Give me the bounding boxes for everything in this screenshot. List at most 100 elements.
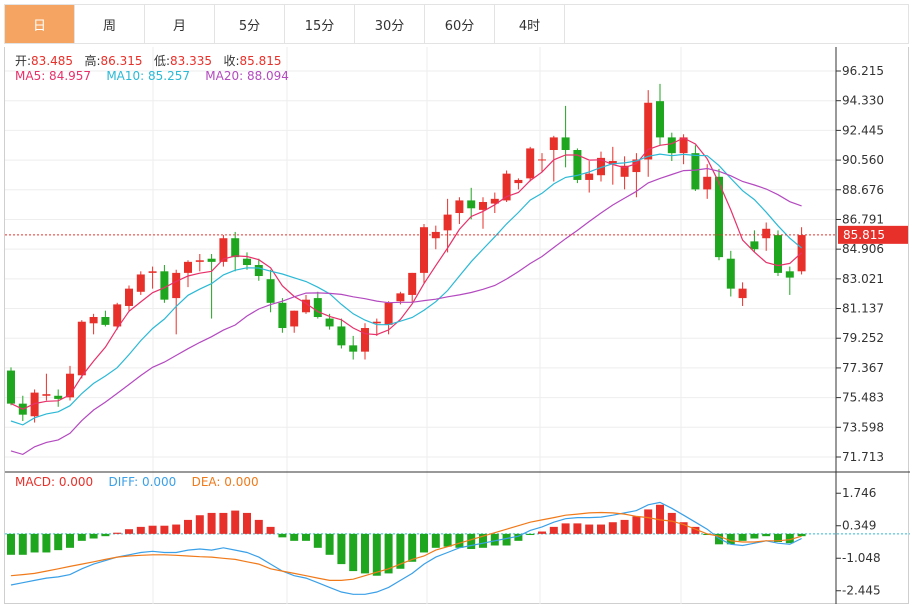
candle-body-48 xyxy=(573,150,582,180)
candle-body-45 xyxy=(538,159,546,161)
candle-body-28 xyxy=(337,326,346,346)
diff-legend-value: DIFF: 0.000 xyxy=(108,475,177,489)
candle-body-27 xyxy=(325,318,334,327)
candle-body-50 xyxy=(597,157,605,176)
macd-bar-36 xyxy=(431,533,440,548)
macd-tick-label-1: 0.349 xyxy=(842,519,876,533)
macd-bar-10 xyxy=(125,529,133,534)
macd-bar-40 xyxy=(479,533,487,548)
macd-bar-50 xyxy=(597,524,605,534)
candle-body-53 xyxy=(632,159,641,173)
candle-body-24 xyxy=(290,310,299,327)
candle-body-25 xyxy=(302,299,310,313)
macd-bar-11 xyxy=(136,526,145,534)
price-tick-label-13: 71.713 xyxy=(842,450,884,464)
candle-body-19 xyxy=(231,238,240,258)
macd-legend-value: MACD: 0.000 xyxy=(15,475,94,489)
candle-body-54 xyxy=(644,102,653,160)
candle-body-17 xyxy=(207,258,216,262)
candle-body-42 xyxy=(502,173,511,201)
price-tick-label-11: 75.483 xyxy=(842,391,884,405)
price-tick-label-1: 94.330 xyxy=(842,94,884,108)
tab-7[interactable]: 4时 xyxy=(495,5,565,43)
current-price-text: 85.815 xyxy=(843,228,885,242)
macd-bar-29 xyxy=(349,533,358,572)
macd-bar-18 xyxy=(219,512,228,534)
macd-bar-5 xyxy=(66,533,74,548)
candle-body-61 xyxy=(726,258,735,289)
macd-bar-67 xyxy=(797,533,806,537)
price-tick-label-10: 77.367 xyxy=(842,361,884,375)
ohlc-legend: 开:83.485 高:86.315 低:83.335 收:85.815 xyxy=(15,52,282,69)
macd-bar-65 xyxy=(774,533,782,542)
candle-body-0 xyxy=(7,370,15,404)
candle-body-10 xyxy=(125,288,133,306)
candle-body-57 xyxy=(679,137,688,154)
candle-body-37 xyxy=(443,214,452,231)
macd-bar-22 xyxy=(266,526,275,534)
candle-body-47 xyxy=(561,137,570,151)
candle-body-32 xyxy=(384,302,393,325)
candle-body-62 xyxy=(738,288,747,299)
close-value: 85.815 xyxy=(239,54,282,68)
kline-chart[interactable]: 96.215 94.330 92.445 90.560 88.676 86.791 84.9… xyxy=(5,47,910,604)
macd-bar-26 xyxy=(313,533,322,548)
macd-bar-17 xyxy=(207,512,216,534)
macd-bar-61 xyxy=(726,533,735,545)
candle-body-4 xyxy=(54,395,63,399)
macd-bar-38 xyxy=(455,533,464,548)
ma5-line xyxy=(10,137,803,410)
candle-body-39 xyxy=(467,200,476,209)
candle-body-8 xyxy=(101,316,110,325)
candle-body-11 xyxy=(136,274,145,292)
macd-tick-label-0: 1.746 xyxy=(842,486,876,500)
candle-body-65 xyxy=(774,235,782,273)
candle-body-5 xyxy=(66,373,74,398)
chart-frame: 96.215 94.330 92.445 90.560 88.676 86.791 84.9… xyxy=(4,47,910,604)
candle-body-44 xyxy=(526,148,535,179)
candle-body-63 xyxy=(750,241,759,250)
candle-body-49 xyxy=(585,173,594,180)
macd-bar-57 xyxy=(679,522,688,534)
macd-bar-44 xyxy=(526,533,535,536)
period-tabs: 日周月 5分 15分 30分 60分 4时 xyxy=(4,4,909,44)
macd-bar-64 xyxy=(762,533,771,537)
tab-5[interactable]: 30分 xyxy=(355,5,425,43)
candle-body-66 xyxy=(785,271,794,278)
macd-bar-31 xyxy=(372,533,381,576)
macd-bar-15 xyxy=(184,519,192,534)
candle-body-16 xyxy=(195,260,204,262)
candle-body-23 xyxy=(278,302,287,329)
tab-0[interactable]: 日 xyxy=(5,5,75,43)
macd-bar-62 xyxy=(738,533,747,541)
macd-bar-41 xyxy=(490,533,499,546)
tab-4[interactable]: 15分 xyxy=(285,5,355,43)
macd-bar-48 xyxy=(573,523,582,534)
candle-body-59 xyxy=(703,176,712,190)
tab-3[interactable]: 5分 xyxy=(215,5,285,43)
open-label: 开: xyxy=(15,54,32,68)
price-tick-label-9: 79.252 xyxy=(842,331,884,345)
ma10-legend: MA10: 85.257 xyxy=(106,69,190,83)
price-tick-label-2: 92.445 xyxy=(842,123,884,137)
macd-bar-47 xyxy=(561,523,570,534)
diff-line xyxy=(10,501,802,595)
low-label: 低: xyxy=(154,54,171,68)
macd-bar-52 xyxy=(620,519,629,534)
tab-2[interactable]: 月 xyxy=(145,5,215,43)
macd-bar-21 xyxy=(254,519,263,534)
macd-bar-63 xyxy=(750,533,759,539)
tab-6[interactable]: 60分 xyxy=(425,5,495,43)
candle-body-9 xyxy=(113,304,122,327)
macd-bar-32 xyxy=(384,533,393,574)
price-tick-label-7: 83.021 xyxy=(842,272,884,286)
ma5-legend: MA5: 84.957 xyxy=(15,69,92,83)
macd-bar-1 xyxy=(18,533,27,555)
candle-body-26 xyxy=(313,298,322,317)
candle-body-41 xyxy=(490,198,499,204)
ma20-line xyxy=(10,167,802,456)
tab-1[interactable]: 周 xyxy=(75,5,145,43)
open-value: 83.485 xyxy=(31,54,74,68)
macd-bar-53 xyxy=(632,516,641,534)
price-tick-label-5: 86.791 xyxy=(842,212,884,226)
